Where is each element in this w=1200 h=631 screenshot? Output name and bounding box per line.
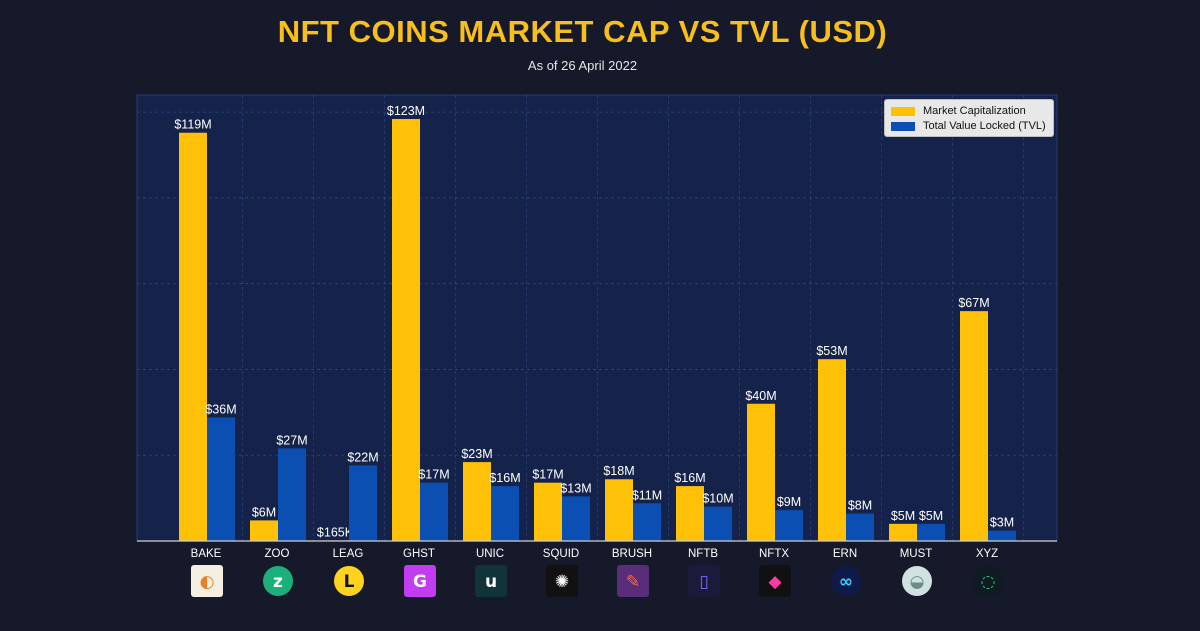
data-label-tvl: $8M bbox=[848, 499, 872, 513]
chart-title: NFT COINS MARKET CAP VS TVL (USD) bbox=[277, 14, 888, 49]
svg-text:∞: ∞ bbox=[839, 572, 853, 592]
svg-text:◐: ◐ bbox=[200, 572, 215, 592]
x-tick-label: GHST bbox=[403, 548, 435, 560]
bar-tvl-zoo bbox=[278, 448, 306, 541]
data-label-market-cap: $165K bbox=[317, 525, 354, 539]
legend-item-tvl: Total Value Locked (TVL) bbox=[891, 119, 1046, 133]
svg-text:✺: ✺ bbox=[555, 572, 569, 592]
bar-market-cap-bake bbox=[179, 132, 207, 541]
bar-market-cap-brush bbox=[605, 479, 633, 541]
x-tick-label: BRUSH bbox=[612, 548, 652, 560]
data-label-market-cap: $16M bbox=[674, 471, 705, 485]
bar-market-cap-squid bbox=[534, 482, 562, 541]
data-label-tvl: $36M bbox=[205, 402, 236, 416]
svg-text:◆: ◆ bbox=[768, 572, 782, 592]
x-tick-label: SQUID bbox=[543, 548, 579, 560]
data-label-market-cap: $5M bbox=[891, 509, 915, 523]
bar-tvl-brush bbox=[633, 503, 661, 541]
legend: Market Capitalization Total Value Locked… bbox=[884, 99, 1054, 137]
svg-text:u: u bbox=[485, 572, 497, 592]
bar-market-cap-nftb bbox=[676, 486, 704, 541]
data-label-tvl: $13M bbox=[560, 481, 591, 495]
data-label-tvl: $17M bbox=[418, 468, 449, 482]
x-tick-label: UNIC bbox=[476, 548, 504, 560]
legend-item-market-cap: Market Capitalization bbox=[891, 104, 1026, 118]
bar-tvl-nftx bbox=[775, 510, 803, 541]
x-tick-label: LEAG bbox=[333, 548, 364, 560]
data-label-tvl: $16M bbox=[489, 471, 520, 485]
bar-market-cap-ern bbox=[818, 359, 846, 541]
bar-tvl-unic bbox=[491, 486, 519, 541]
x-tick-label: BAKE bbox=[191, 548, 222, 560]
x-tick-label: MUST bbox=[900, 548, 933, 560]
legend-label-market-cap: Market Capitalization bbox=[923, 105, 1026, 117]
nftb-icon: ▯ bbox=[688, 565, 720, 597]
bar-tvl-bake bbox=[207, 417, 235, 541]
data-label-tvl: $11M bbox=[632, 488, 662, 502]
data-label-market-cap: $6M bbox=[252, 505, 276, 519]
svg-text:G: G bbox=[413, 572, 427, 592]
x-tick-label: NFTB bbox=[688, 548, 718, 560]
svg-text:z: z bbox=[273, 572, 283, 592]
svg-text:▯: ▯ bbox=[699, 572, 708, 592]
data-label-market-cap: $67M bbox=[958, 296, 989, 310]
bar-tvl-xyz bbox=[988, 530, 1016, 541]
bar-market-cap-nftx bbox=[747, 403, 775, 541]
legend-swatch-market-cap bbox=[891, 106, 915, 116]
data-label-tvl: $27M bbox=[276, 433, 307, 447]
unic-icon: u bbox=[475, 565, 507, 597]
ghst-icon: G bbox=[404, 565, 436, 597]
legend-label-tvl: Total Value Locked (TVL) bbox=[923, 120, 1046, 132]
zoo-icon: z bbox=[263, 566, 293, 596]
data-label-market-cap: $18M bbox=[603, 464, 634, 478]
data-label-tvl: $9M bbox=[777, 495, 801, 509]
svg-text:✎: ✎ bbox=[626, 572, 640, 592]
bar-tvl-must bbox=[917, 523, 945, 541]
bar-tvl-ern bbox=[846, 513, 874, 541]
x-tick-label: XYZ bbox=[976, 548, 998, 560]
data-label-market-cap: $40M bbox=[745, 389, 776, 403]
bar-market-cap-unic bbox=[463, 462, 491, 541]
squid-icon: ✺ bbox=[546, 565, 578, 597]
svg-text:◒: ◒ bbox=[910, 572, 925, 592]
data-label-tvl: $22M bbox=[347, 451, 378, 465]
x-tick-label: NFTX bbox=[759, 548, 789, 560]
brush-icon: ✎ bbox=[617, 565, 649, 597]
plot-area bbox=[136, 94, 1058, 542]
bar-tvl-squid bbox=[562, 496, 590, 541]
bar-market-cap-ghst bbox=[392, 119, 420, 541]
svg-text:L: L bbox=[344, 572, 355, 592]
leag-icon: L bbox=[334, 566, 364, 596]
bar-market-cap-must bbox=[889, 523, 917, 541]
bar-tvl-nftb bbox=[704, 506, 732, 541]
nftx-icon: ◆ bbox=[759, 565, 791, 597]
bar-tvl-leag bbox=[349, 465, 377, 541]
data-label-market-cap: $123M bbox=[387, 104, 425, 118]
data-label-market-cap: $53M bbox=[816, 344, 847, 358]
ern-icon: ∞ bbox=[831, 566, 861, 596]
bake-icon: ◐ bbox=[191, 565, 223, 597]
data-label-market-cap: $119M bbox=[174, 118, 211, 132]
data-label-tvl: $5M bbox=[919, 509, 943, 523]
data-label-market-cap: $17M bbox=[532, 468, 563, 482]
xyz-icon: ◌ bbox=[973, 566, 1003, 596]
data-label-tvl: $10M bbox=[702, 492, 733, 506]
must-icon: ◒ bbox=[902, 566, 932, 596]
x-tick-label: ZOO bbox=[265, 548, 290, 560]
bar-tvl-ghst bbox=[420, 482, 448, 541]
data-label-market-cap: $23M bbox=[461, 447, 492, 461]
legend-swatch-tvl bbox=[891, 121, 915, 131]
chart-subtitle: As of 26 April 2022 bbox=[527, 58, 638, 73]
bar-market-cap-zoo bbox=[250, 520, 278, 541]
x-tick-label: ERN bbox=[833, 548, 857, 560]
bar-market-cap-xyz bbox=[960, 311, 988, 541]
data-label-tvl: $3M bbox=[990, 516, 1014, 530]
svg-text:◌: ◌ bbox=[981, 572, 996, 592]
